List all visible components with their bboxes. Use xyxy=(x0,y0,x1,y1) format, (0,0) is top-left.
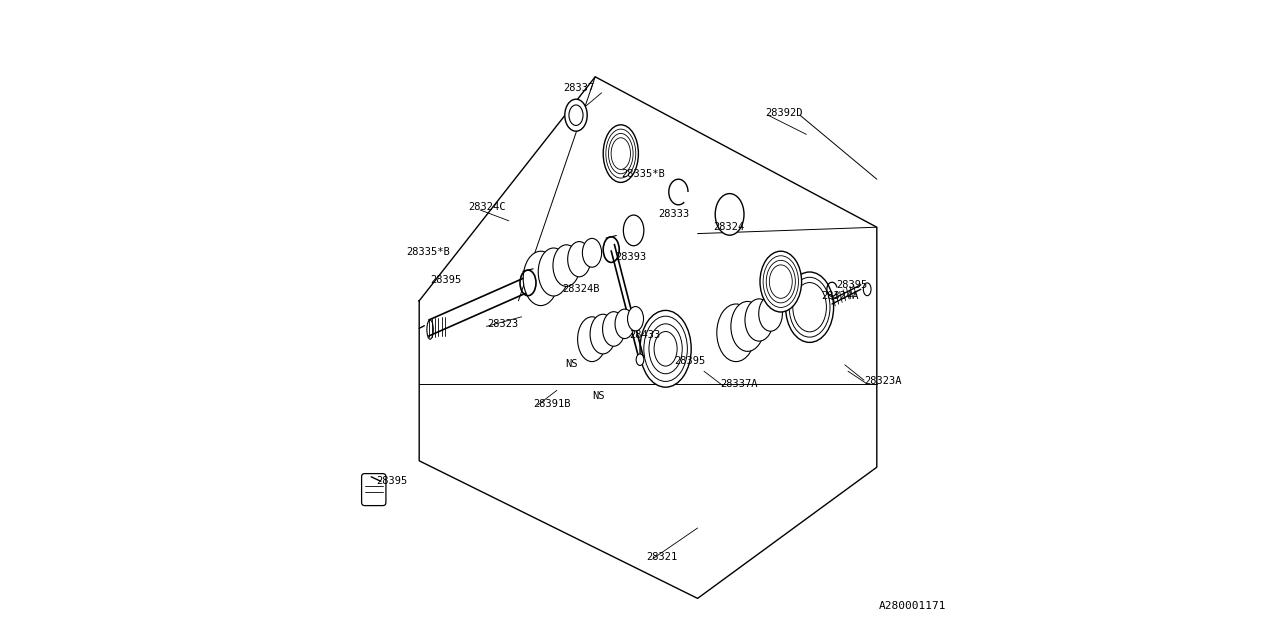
Ellipse shape xyxy=(745,299,773,341)
Ellipse shape xyxy=(603,125,639,182)
Ellipse shape xyxy=(582,239,602,268)
Text: A280001171: A280001171 xyxy=(878,601,946,611)
Text: 28392D: 28392D xyxy=(765,108,803,118)
Text: 28323: 28323 xyxy=(488,319,518,329)
Text: 28321: 28321 xyxy=(646,552,677,562)
Text: 28395: 28395 xyxy=(675,356,705,366)
Ellipse shape xyxy=(614,309,635,339)
Text: 28395: 28395 xyxy=(376,476,407,486)
Text: 28323A: 28323A xyxy=(864,376,901,387)
Ellipse shape xyxy=(627,307,644,331)
Text: NS: NS xyxy=(566,358,577,369)
Ellipse shape xyxy=(759,296,782,332)
Text: NS: NS xyxy=(591,390,604,401)
Ellipse shape xyxy=(717,304,755,362)
Ellipse shape xyxy=(553,245,580,287)
Text: 28395: 28395 xyxy=(836,280,867,290)
FancyBboxPatch shape xyxy=(362,474,387,506)
Text: 28433: 28433 xyxy=(630,330,660,340)
Text: 28333: 28333 xyxy=(658,209,689,219)
Text: 28337: 28337 xyxy=(563,83,594,93)
Ellipse shape xyxy=(603,312,625,346)
Ellipse shape xyxy=(760,252,801,312)
Text: 28324C: 28324C xyxy=(468,202,506,212)
Ellipse shape xyxy=(864,283,872,296)
Ellipse shape xyxy=(564,99,588,131)
Text: 28393: 28393 xyxy=(616,252,646,262)
Ellipse shape xyxy=(577,317,607,362)
Ellipse shape xyxy=(539,248,570,296)
Text: 28324B: 28324B xyxy=(562,284,599,294)
Ellipse shape xyxy=(524,252,558,306)
Ellipse shape xyxy=(623,215,644,246)
Text: 28337A: 28337A xyxy=(719,379,758,389)
Text: 28324A: 28324A xyxy=(822,291,859,301)
Polygon shape xyxy=(420,77,877,598)
Text: 28335*B: 28335*B xyxy=(621,169,664,179)
Text: 28395: 28395 xyxy=(430,275,462,285)
Ellipse shape xyxy=(568,242,591,277)
Ellipse shape xyxy=(716,193,744,236)
Text: 28324: 28324 xyxy=(714,221,745,232)
Ellipse shape xyxy=(636,354,644,365)
Ellipse shape xyxy=(731,301,764,351)
Text: 28391B: 28391B xyxy=(534,399,571,410)
Ellipse shape xyxy=(786,272,833,342)
Ellipse shape xyxy=(640,310,691,387)
Text: 28335*B: 28335*B xyxy=(407,247,451,257)
Ellipse shape xyxy=(590,314,616,354)
